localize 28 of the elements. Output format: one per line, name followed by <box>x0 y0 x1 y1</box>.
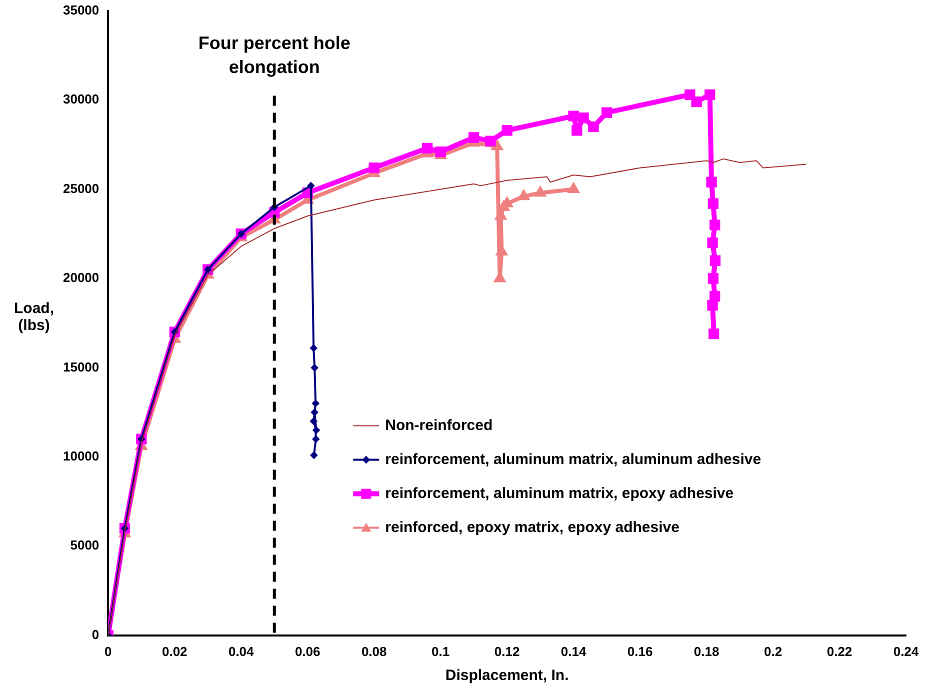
legend-label: reinforcement, aluminum matrix, epoxy adhesive <box>385 484 734 502</box>
x-tick-label: 0.06 <box>294 644 320 659</box>
x-tick-label: 0.14 <box>560 644 587 659</box>
y-tick-label: 15000 <box>62 359 100 374</box>
y-tick-label: 30000 <box>62 92 100 107</box>
x-tick-label: 0.12 <box>494 644 520 659</box>
x-axis-title: Displacement, In. <box>445 667 569 684</box>
x-tick-label: 0.2 <box>764 644 782 659</box>
x-tick-label: 0.24 <box>893 644 920 659</box>
x-tick-label: 0.22 <box>826 644 852 659</box>
ref-line-label: Four percent hole elongation <box>198 32 350 77</box>
x-tick-label: 0.08 <box>361 644 387 659</box>
y-tick-label: 35000 <box>62 2 100 18</box>
x-tick-label: 0 <box>104 644 112 659</box>
y-tick-label: 5000 <box>70 538 100 553</box>
y-tick-label: 10000 <box>62 448 100 464</box>
x-tick-label: 0.18 <box>694 644 720 659</box>
y-tick-label: 0 <box>92 626 100 642</box>
legend-label: reinforced, epoxy matrix, epoxy adhesive <box>385 518 680 536</box>
y-tick-label: 25000 <box>62 180 100 196</box>
legend-label: reinforcement, aluminum matrix, aluminum adhesive <box>385 450 762 468</box>
y-axis-title: Load, (lbs) <box>13 300 55 334</box>
x-tick-label: 0.1 <box>432 644 450 659</box>
x-tick-label: 0.16 <box>627 644 653 659</box>
x-tick-label: 0.02 <box>162 644 188 659</box>
x-tick-label: 0.04 <box>228 644 255 659</box>
legend-label: Non-reinforced <box>385 416 493 434</box>
y-tick-label: 20000 <box>62 270 100 286</box>
